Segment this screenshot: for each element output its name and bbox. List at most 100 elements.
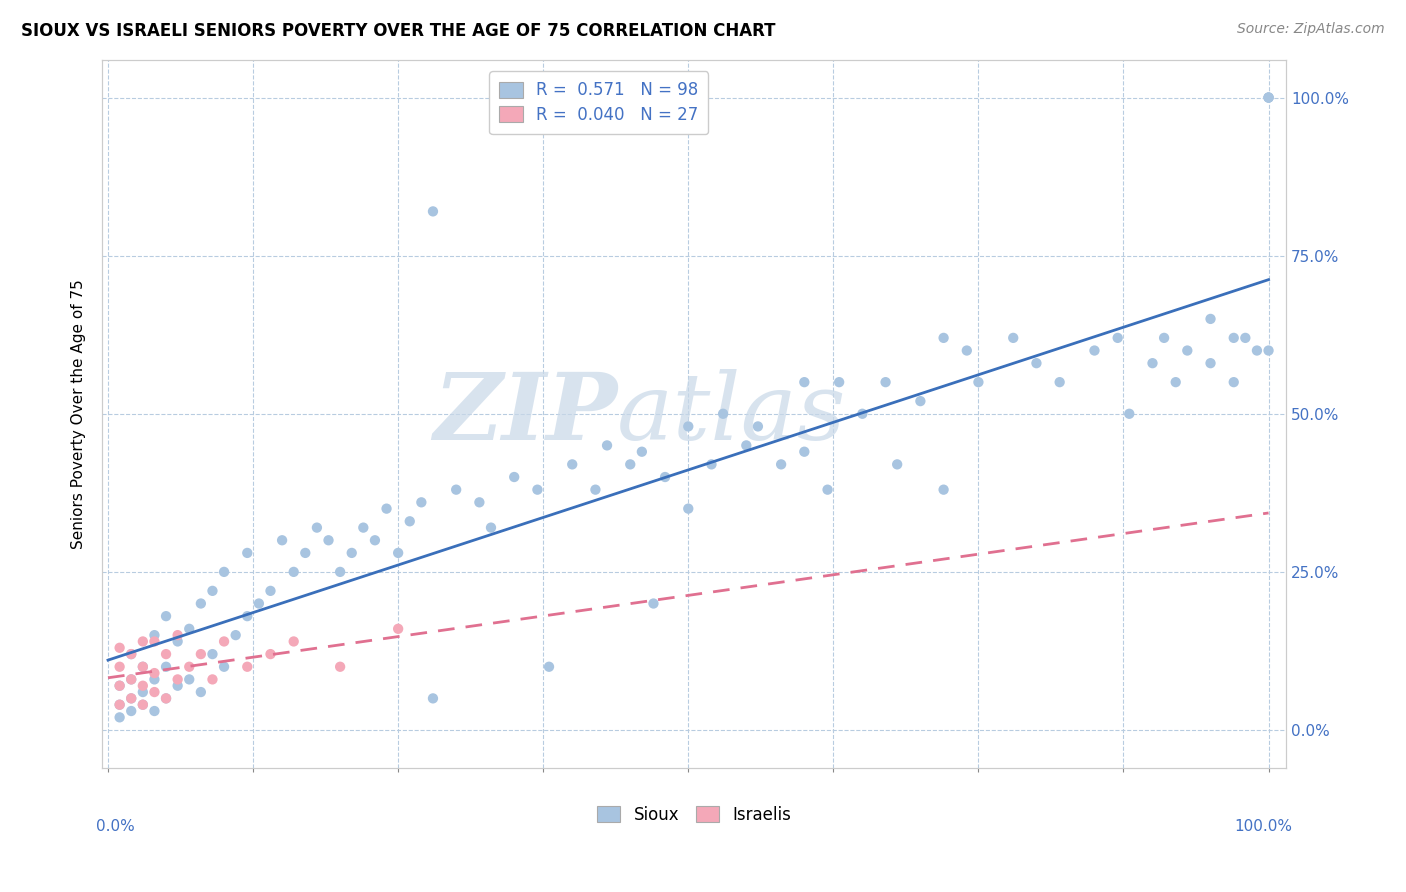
Point xyxy=(735,438,758,452)
Point xyxy=(155,691,177,706)
Point xyxy=(1199,312,1222,326)
Point xyxy=(1107,331,1129,345)
Point xyxy=(201,673,224,687)
Point xyxy=(236,659,259,673)
Point xyxy=(132,698,155,712)
Point xyxy=(132,659,155,673)
Point xyxy=(537,659,560,673)
Text: 100.0%: 100.0% xyxy=(1234,819,1292,834)
Point xyxy=(201,583,224,598)
Point xyxy=(932,483,955,497)
Point xyxy=(1222,331,1244,345)
Point xyxy=(678,419,700,434)
Point xyxy=(318,533,340,548)
Point xyxy=(283,634,305,648)
Point xyxy=(875,375,897,389)
Y-axis label: Seniors Poverty Over the Age of 75: Seniors Poverty Over the Age of 75 xyxy=(72,279,86,549)
Point xyxy=(583,483,606,497)
Point xyxy=(190,597,212,611)
Point xyxy=(166,628,188,642)
Point xyxy=(212,565,235,579)
Point xyxy=(155,647,177,661)
Point xyxy=(503,470,526,484)
Point xyxy=(352,520,374,534)
Point xyxy=(793,375,815,389)
Point xyxy=(190,647,212,661)
Point xyxy=(643,597,665,611)
Point xyxy=(143,685,166,699)
Point xyxy=(132,634,155,648)
Point xyxy=(155,609,177,624)
Point xyxy=(1257,90,1279,104)
Text: atlas: atlas xyxy=(617,368,846,458)
Point xyxy=(422,691,444,706)
Point xyxy=(1222,375,1244,389)
Point xyxy=(120,673,142,687)
Point xyxy=(120,704,142,718)
Point xyxy=(225,628,247,642)
Point xyxy=(1257,90,1279,104)
Point xyxy=(179,622,201,636)
Point xyxy=(375,501,398,516)
Text: ZIP: ZIP xyxy=(433,368,617,458)
Point xyxy=(1164,375,1187,389)
Point xyxy=(120,691,142,706)
Point xyxy=(1257,90,1279,104)
Point xyxy=(793,444,815,458)
Point xyxy=(166,673,188,687)
Point xyxy=(201,647,224,661)
Point xyxy=(411,495,433,509)
Point xyxy=(329,659,352,673)
Point xyxy=(700,458,723,472)
Point xyxy=(828,375,851,389)
Point xyxy=(1257,343,1279,358)
Text: 0.0%: 0.0% xyxy=(96,819,135,834)
Point xyxy=(770,458,793,472)
Point xyxy=(108,679,131,693)
Point xyxy=(468,495,491,509)
Point xyxy=(1002,331,1025,345)
Point xyxy=(1142,356,1164,370)
Point xyxy=(155,691,177,706)
Point xyxy=(179,673,201,687)
Point xyxy=(179,659,201,673)
Point xyxy=(143,634,166,648)
Point xyxy=(1175,343,1198,358)
Point xyxy=(422,204,444,219)
Point xyxy=(886,458,908,472)
Point xyxy=(340,546,363,560)
Point xyxy=(247,597,270,611)
Point xyxy=(143,704,166,718)
Point xyxy=(654,470,676,484)
Point xyxy=(910,394,932,409)
Point xyxy=(166,679,188,693)
Point xyxy=(1025,356,1047,370)
Point xyxy=(1153,331,1175,345)
Point xyxy=(132,659,155,673)
Point xyxy=(387,622,409,636)
Point xyxy=(932,331,955,345)
Point xyxy=(108,710,131,724)
Point xyxy=(526,483,548,497)
Point xyxy=(212,634,235,648)
Point xyxy=(283,565,305,579)
Point xyxy=(166,634,188,648)
Point xyxy=(108,698,131,712)
Point xyxy=(747,419,769,434)
Point xyxy=(596,438,619,452)
Point xyxy=(1083,343,1105,358)
Point xyxy=(236,546,259,560)
Point xyxy=(1049,375,1071,389)
Point xyxy=(851,407,873,421)
Point xyxy=(132,679,155,693)
Point xyxy=(561,458,583,472)
Point xyxy=(143,628,166,642)
Point xyxy=(1118,407,1140,421)
Point xyxy=(108,659,131,673)
Point xyxy=(212,659,235,673)
Point xyxy=(259,583,281,598)
Point xyxy=(259,647,281,661)
Point xyxy=(956,343,979,358)
Point xyxy=(817,483,839,497)
Point xyxy=(236,609,259,624)
